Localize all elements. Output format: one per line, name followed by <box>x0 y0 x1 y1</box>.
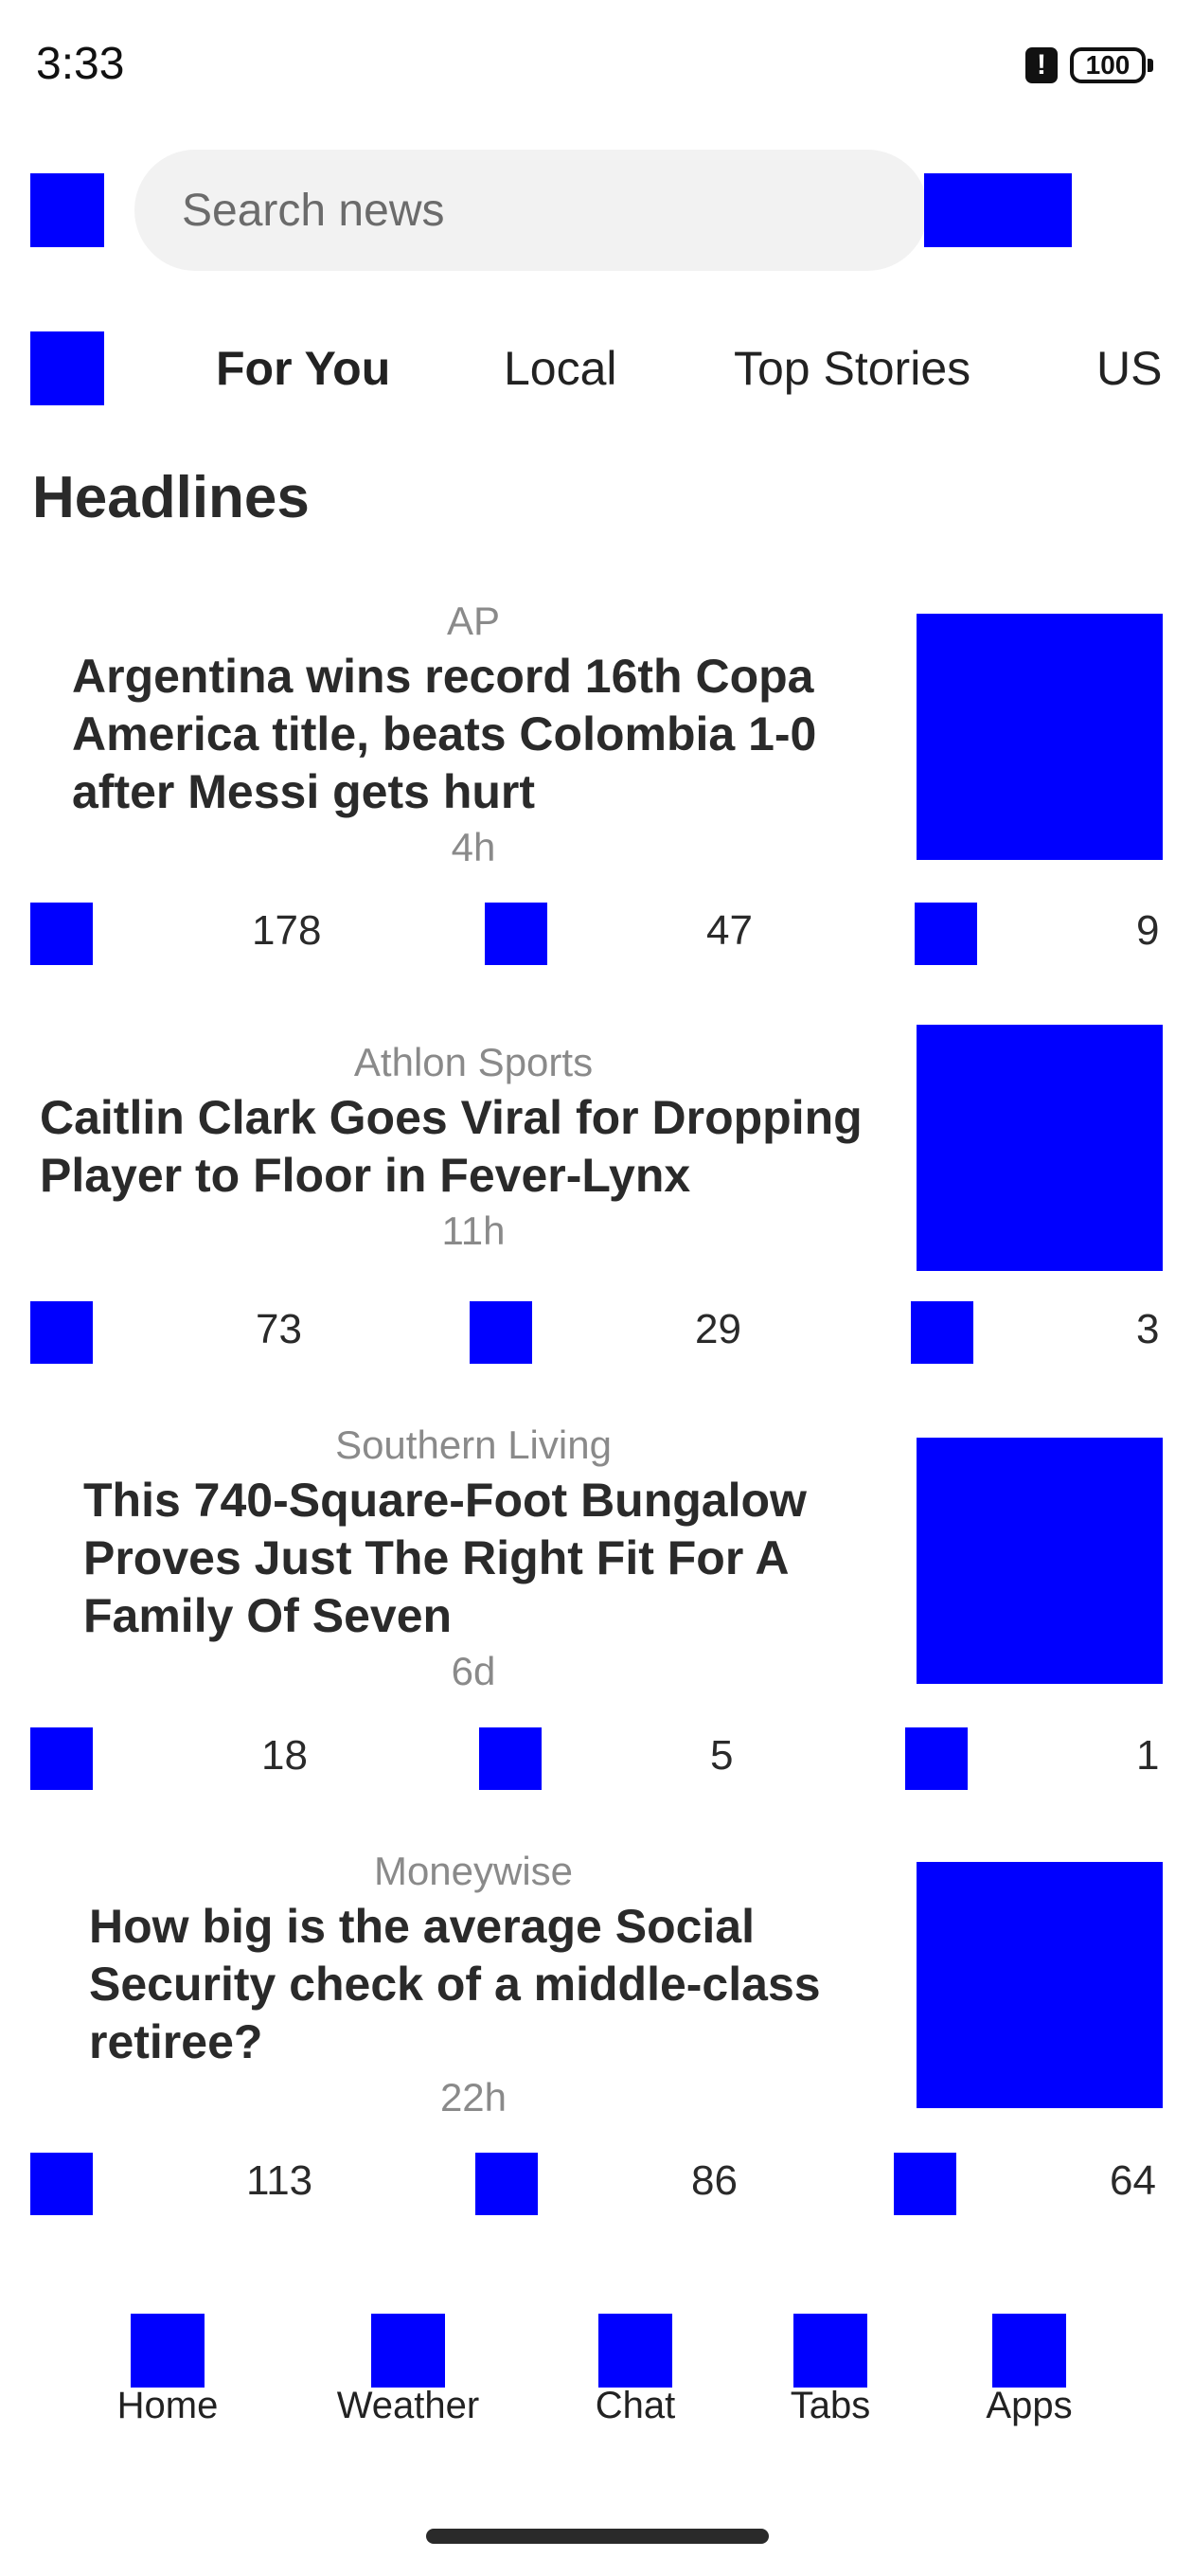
article-headline-line[interactable]: America title, beats Colombia 1-0 <box>72 707 817 760</box>
tab-for-you[interactable]: For You <box>216 342 391 395</box>
article-source: Moneywise <box>373 1849 574 1893</box>
share-count: 1 <box>1136 1732 1160 1779</box>
like-icon[interactable] <box>30 2153 93 2215</box>
home-indicator[interactable] <box>426 2529 769 2544</box>
tab-settings-icon[interactable] <box>30 331 104 405</box>
article-headline-line[interactable]: Argentina wins record 16th Copa <box>72 650 814 703</box>
article-headline-line[interactable]: Family Of Seven <box>83 1589 453 1642</box>
comment-icon[interactable] <box>479 1727 542 1790</box>
article-thumbnail[interactable] <box>917 1862 1163 2108</box>
article-time: 4h <box>451 825 496 869</box>
article-thumbnail[interactable] <box>917 1438 1163 1684</box>
like-count: 113 <box>246 2157 313 2204</box>
nav-home-label[interactable]: Home <box>116 2385 219 2426</box>
battery-icon: 100 <box>1070 47 1146 83</box>
article-headline-line[interactable]: Player to Floor in Fever-Lynx <box>40 1149 691 1202</box>
like-count: 18 <box>261 1732 308 1779</box>
article-headline-line[interactable]: Security check of a middle-class <box>89 1958 821 2011</box>
battery-tip <box>1148 59 1153 72</box>
article-time: 6d <box>451 1649 496 1693</box>
share-icon[interactable] <box>894 2153 956 2215</box>
profile-icon[interactable] <box>924 173 1072 247</box>
like-icon[interactable] <box>30 1301 93 1364</box>
nav-tabs-label[interactable]: Tabs <box>790 2385 871 2426</box>
home-icon[interactable] <box>131 2314 205 2388</box>
article-source: Southern Living <box>335 1422 612 1467</box>
alert-icon: ! <box>1025 47 1058 83</box>
like-count: 178 <box>252 907 322 954</box>
share-icon[interactable] <box>905 1727 968 1790</box>
comment-count: 47 <box>706 907 753 954</box>
like-icon[interactable] <box>30 903 93 965</box>
article-source: AP <box>446 599 501 643</box>
comment-count: 5 <box>710 1732 734 1779</box>
share-icon[interactable] <box>915 903 977 965</box>
article-headline-line[interactable]: How big is the average Social <box>89 1900 756 1953</box>
article-headline-line[interactable]: Proves Just The Right Fit For A <box>83 1531 790 1584</box>
comment-icon[interactable] <box>475 2153 538 2215</box>
comment-icon[interactable] <box>470 1301 532 1364</box>
article-time: 11h <box>441 1208 506 1253</box>
weather-icon[interactable] <box>371 2314 445 2388</box>
article-headline-line[interactable]: retiree? <box>89 2015 263 2068</box>
section-title: Headlines <box>32 465 310 530</box>
apps-icon[interactable] <box>992 2314 1066 2388</box>
chat-icon[interactable] <box>598 2314 672 2388</box>
article-thumbnail[interactable] <box>917 1025 1163 1271</box>
article-source: Athlon Sports <box>353 1040 594 1084</box>
share-count: 3 <box>1136 1306 1160 1352</box>
like-count: 73 <box>256 1306 302 1352</box>
tab-us[interactable]: US <box>1096 342 1163 395</box>
share-icon[interactable] <box>911 1301 973 1364</box>
share-count: 64 <box>1110 2157 1156 2204</box>
search-input[interactable] <box>182 150 901 271</box>
article-headline-line[interactable]: This 740-Square-Foot Bungalow <box>83 1474 807 1527</box>
nav-chat-label[interactable]: Chat <box>595 2385 676 2426</box>
like-icon[interactable] <box>30 1727 93 1790</box>
menu-icon[interactable] <box>30 173 104 247</box>
nav-weather-label[interactable]: Weather <box>336 2385 480 2426</box>
article-headline-line[interactable]: after Messi gets hurt <box>72 765 536 818</box>
article-thumbnail[interactable] <box>917 614 1163 860</box>
comment-count: 86 <box>691 2157 738 2204</box>
nav-apps-label[interactable]: Apps <box>986 2385 1073 2426</box>
share-count: 9 <box>1136 907 1160 954</box>
tabs-icon[interactable] <box>793 2314 867 2388</box>
article-time: 22h <box>439 2075 507 2120</box>
comment-count: 29 <box>695 1306 741 1352</box>
article-headline-line[interactable]: Caitlin Clark Goes Viral for Dropping <box>40 1091 863 1144</box>
tab-local[interactable]: Local <box>504 342 617 395</box>
status-time: 3:33 <box>36 39 125 89</box>
tab-top-stories[interactable]: Top Stories <box>734 342 971 395</box>
comment-icon[interactable] <box>485 903 547 965</box>
